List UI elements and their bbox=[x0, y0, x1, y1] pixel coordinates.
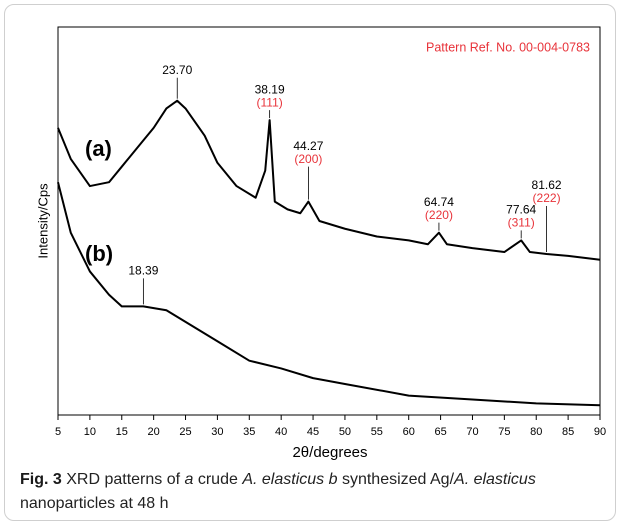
hkl-label: (220) bbox=[425, 208, 453, 222]
x-tick-label: 85 bbox=[562, 426, 574, 438]
peak-label: 38.19 bbox=[255, 82, 285, 96]
peak-label: 77.64 bbox=[506, 203, 536, 217]
peak-label: 23.70 bbox=[162, 63, 192, 77]
series-label: (a) bbox=[85, 136, 112, 161]
caption: Fig. 3 XRD patterns of a crude A. elasti… bbox=[20, 468, 605, 516]
hkl-label: (200) bbox=[294, 152, 322, 166]
x-tick-label: 65 bbox=[434, 426, 446, 438]
caption-part: A. elasticus bbox=[242, 471, 325, 488]
pattern-line bbox=[57, 99, 601, 261]
pattern-line bbox=[57, 181, 601, 407]
x-tick-label: 15 bbox=[116, 426, 128, 438]
x-tick-label: 25 bbox=[179, 426, 191, 438]
x-tick-label: 10 bbox=[84, 426, 96, 438]
chart: 2θ/degrees Intensity/Cps Pattern Ref. No… bbox=[35, 26, 606, 461]
hkl-label: (111) bbox=[257, 95, 283, 109]
x-tick-label: 40 bbox=[275, 426, 287, 438]
caption-part: nanoparticles at 48 h bbox=[20, 495, 169, 512]
caption-part: b bbox=[328, 471, 338, 488]
peak-label: 44.27 bbox=[293, 139, 323, 153]
peak-label: 18.39 bbox=[128, 264, 158, 278]
hkl-label: (311) bbox=[508, 216, 535, 230]
x-tick-label: 50 bbox=[339, 426, 351, 438]
peak-label: 81.62 bbox=[532, 178, 562, 192]
plot-frame bbox=[57, 26, 601, 416]
peak-label: 64.74 bbox=[424, 195, 454, 209]
x-tick-label: 5 bbox=[55, 426, 61, 438]
x-tick-label: 60 bbox=[403, 426, 415, 438]
x-tick-label: 35 bbox=[243, 426, 255, 438]
reference-label: Pattern Ref. No. 00-004-0783 bbox=[426, 40, 590, 54]
x-tick-label: 80 bbox=[530, 426, 542, 438]
y-axis-label: Intensity/Cps bbox=[35, 183, 50, 259]
hkl-label: (222) bbox=[533, 191, 561, 205]
series-label: (b) bbox=[85, 241, 113, 266]
caption-part: a bbox=[184, 471, 194, 488]
caption-part: A. elasticus bbox=[454, 471, 536, 488]
caption-part: synthesized Ag/ bbox=[337, 471, 455, 488]
x-axis-label: 2θ/degrees bbox=[292, 444, 367, 461]
x-tick-label: 55 bbox=[371, 426, 383, 438]
caption-part: XRD patterns of bbox=[61, 471, 185, 488]
x-tick-label: 20 bbox=[148, 426, 160, 438]
x-tick-label: 70 bbox=[466, 426, 478, 438]
x-tick-label: 30 bbox=[211, 426, 223, 438]
caption-part: Fig. 3 bbox=[20, 471, 62, 488]
x-tick-label: 90 bbox=[594, 426, 606, 438]
figure-frame bbox=[4, 4, 616, 521]
x-tick-label: 45 bbox=[307, 426, 319, 438]
x-tick-label: 75 bbox=[498, 426, 510, 438]
caption-part: crude bbox=[193, 471, 243, 488]
